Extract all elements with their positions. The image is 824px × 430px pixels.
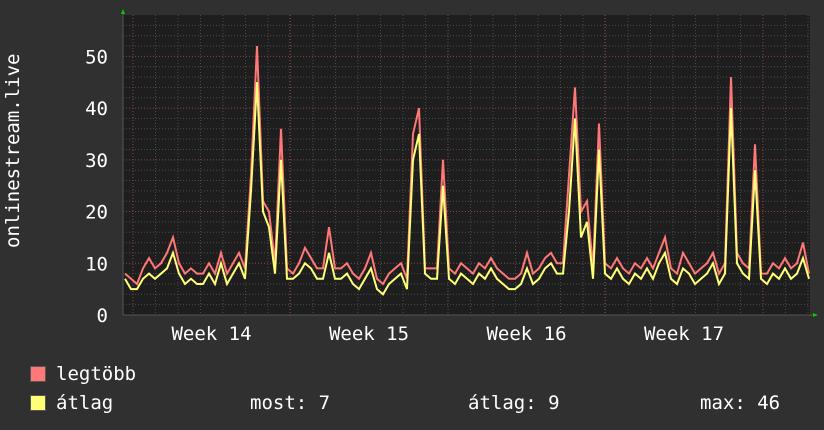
legend-swatch-avg (30, 395, 46, 411)
x-axis-arrow-icon (813, 313, 818, 317)
y-axis-arrow-icon (121, 9, 125, 14)
x-tick-label: Week 14 (171, 323, 251, 345)
y-tick-label: 20 (85, 202, 108, 224)
series-line-max (124, 45, 810, 286)
y-tick-label: 40 (85, 98, 108, 120)
series-line-avg (124, 82, 810, 296)
x-tick-label: Week 17 (644, 323, 724, 345)
stat-max: max: 46 (700, 392, 781, 414)
stat-average: átlag: 9 (468, 392, 560, 414)
x-tick-label: Week 15 (329, 323, 409, 345)
y-tick-label: 50 (85, 46, 108, 68)
legend-item-avg: átlag (30, 392, 113, 414)
y-tick-label: 30 (85, 150, 108, 172)
x-tick-label: Week 16 (486, 323, 566, 345)
legend-label: legtöbb (56, 363, 137, 385)
y-tick-label: 0 (97, 305, 108, 327)
stat-current: most: 7 (250, 392, 331, 414)
y-axis-label: onlinestream.live (2, 53, 24, 248)
legend-label: átlag (56, 392, 114, 414)
legend-swatch-max (30, 366, 46, 382)
y-tick-label: 10 (85, 253, 108, 275)
legend-item-max: legtöbb (30, 363, 136, 385)
